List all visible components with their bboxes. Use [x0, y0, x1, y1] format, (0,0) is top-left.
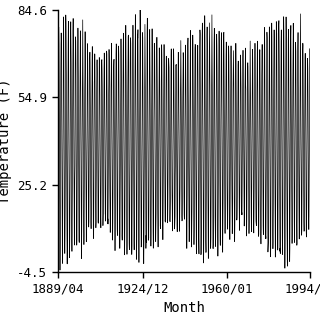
- Y-axis label: Temperature (F): Temperature (F): [0, 78, 12, 204]
- X-axis label: Month: Month: [163, 301, 205, 315]
